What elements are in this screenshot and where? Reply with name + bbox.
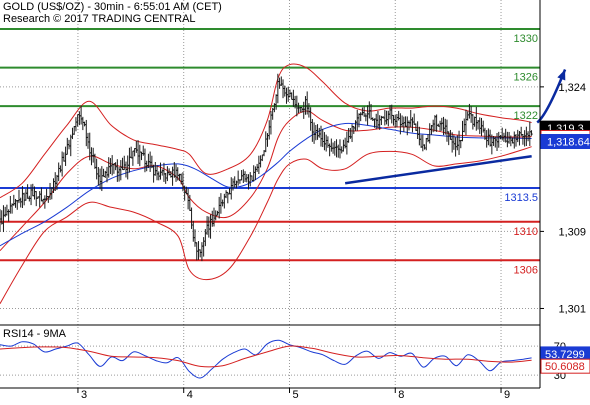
level-label: 1313.5: [504, 192, 538, 204]
y-tick-label: 1,324: [558, 82, 586, 94]
y-tick-label: 1,301: [558, 303, 586, 315]
forecast-arrowhead: [557, 69, 566, 81]
axis-labels: 345891,3241,3091,3011,319.31,318.851,318…: [81, 82, 590, 401]
series-upper-band: [0, 63, 532, 199]
price-bars: [0, 73, 533, 262]
chart-subtitle: Research © 2017 TRADING CENTRAL: [3, 13, 196, 25]
level-label: 1330: [514, 33, 538, 45]
support-trendline: [344, 154, 532, 185]
level-label: 1326: [514, 72, 538, 84]
price-levels: 1330 1326 1322 1313.5 1310 1306: [0, 28, 540, 276]
rsi-tag: [540, 358, 590, 374]
level-label: 1310: [514, 226, 538, 238]
y-tick-label: 1,309: [558, 226, 586, 238]
x-tick-label: 3: [81, 389, 87, 400]
x-tick-label: 4: [187, 389, 193, 400]
series-lower-band: [0, 146, 532, 304]
x-tick-label: 9: [504, 389, 510, 400]
price-series: [0, 63, 567, 304]
price-tag-label: 1,318.64: [547, 137, 590, 149]
x-tick-label: 8: [398, 389, 404, 400]
grid-lines: [0, 0, 544, 393]
axes: [0, 0, 541, 389]
series-rsi: [0, 339, 532, 379]
rsi-title: RSI14 - 9MA: [3, 328, 67, 340]
level-label: 1322: [514, 110, 538, 122]
price-tag: [540, 134, 590, 150]
rsi-tag-label: 50.6088: [545, 361, 585, 373]
chart-title: GOLD (US$/OZ) - 30min - 6:55:01 AM (CET): [3, 1, 222, 13]
x-tick-label: 5: [292, 389, 298, 400]
series-rsi-ma: [0, 345, 532, 368]
level-label: 1306: [514, 264, 538, 276]
rsi-tag-label: 53.7299: [545, 349, 585, 361]
